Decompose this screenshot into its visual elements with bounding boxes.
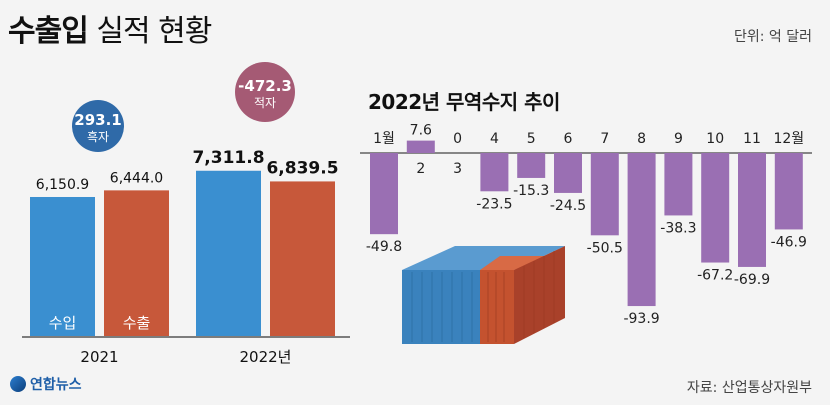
month-label: 10 [706, 131, 724, 147]
yonhap-logo-icon [10, 376, 26, 392]
bar-month-11 [738, 153, 766, 267]
month-label: 4 [490, 131, 499, 147]
bar-수출-2022년 [270, 181, 335, 336]
bar-value-label: -23.5 [476, 196, 512, 212]
bar-month-2 [406, 140, 435, 153]
bar-value-label: 7,311.8 [192, 148, 264, 168]
bar-value-label: -24.5 [550, 198, 586, 214]
month-label: 9 [674, 131, 683, 147]
month-label: 1월 [373, 131, 395, 147]
series-inline-label: 수입 [49, 314, 77, 332]
unit-label: 단위: 억 달러 [733, 29, 812, 45]
bar-month-4 [480, 153, 509, 192]
bar-value-label: 7.6 [410, 123, 432, 139]
bar-month-9 [664, 153, 693, 216]
bar-value-label: -50.5 [587, 240, 623, 256]
title-light: 실적 현황 [96, 14, 212, 49]
bar-수출-2021 [104, 190, 169, 336]
bar-month-12 [774, 153, 803, 230]
bar-value-label: -69.9 [734, 272, 770, 288]
month-label: 12월 [773, 131, 804, 147]
balance-value: 293.1 [74, 111, 121, 129]
bar-month-6 [554, 153, 582, 193]
bar-수입-2022년 [196, 170, 261, 336]
page-title: 수출입 실적 현황 [8, 6, 212, 50]
bar-value-label: -93.9 [623, 311, 659, 327]
month-label: 6 [564, 131, 573, 147]
balance-bubble [72, 100, 124, 152]
category-label: 2022년 [240, 348, 292, 366]
bar-month-1 [370, 153, 398, 235]
source-label: 자료: 산업통상자원부 [686, 380, 812, 396]
trade-balance-title: 2022년 무역수지 추이 [368, 90, 560, 114]
balance-label: 흑자 [87, 130, 109, 144]
month-label: 7 [600, 131, 609, 147]
bar-month-7 [590, 153, 619, 236]
bar-value-label: 0 [453, 131, 462, 147]
logo-text: 연합뉴스 [30, 377, 82, 393]
bar-value-label: 6,150.9 [36, 177, 89, 193]
month-label: 3 [453, 161, 462, 177]
category-label: 2021 [80, 348, 118, 366]
balance-bubble [235, 62, 295, 122]
bar-value-label: -46.9 [771, 234, 807, 250]
title-strong: 수출입 [8, 14, 89, 49]
bar-value-label: -38.3 [660, 220, 696, 236]
balance-value: -472.3 [238, 77, 292, 95]
series-inline-label: 수출 [123, 314, 151, 332]
month-label: 5 [527, 131, 536, 147]
balance-label: 적자 [254, 96, 276, 110]
month-label: 2 [416, 161, 425, 177]
bar-value-label: 6,839.5 [266, 158, 338, 178]
bar-value-label: -67.2 [697, 268, 733, 284]
yonhap-logo: 연합뉴스 [10, 374, 82, 394]
bar-month-5 [517, 153, 546, 178]
month-label: 8 [637, 131, 646, 147]
bar-month-8 [627, 153, 656, 307]
bar-value-label: -15.3 [513, 183, 549, 199]
bar-month-10 [701, 153, 730, 263]
bar-value-label: -49.8 [366, 239, 402, 255]
container-illustration [402, 246, 565, 344]
bar-수입-2021 [30, 196, 95, 336]
month-label: 11 [743, 131, 761, 147]
import-export-chart: 6,150.9 수입 6,444.0 수출 2021 7,311.86,839.5 2022… [22, 62, 350, 366]
trade-balance-chart: 1월 -49.8 2 7.6 3 0 4 -23.5 5 -15.3 6 -24.5 7 -50.5 8 -9… [360, 123, 812, 327]
bar-value-label: 6,444.0 [110, 170, 163, 186]
